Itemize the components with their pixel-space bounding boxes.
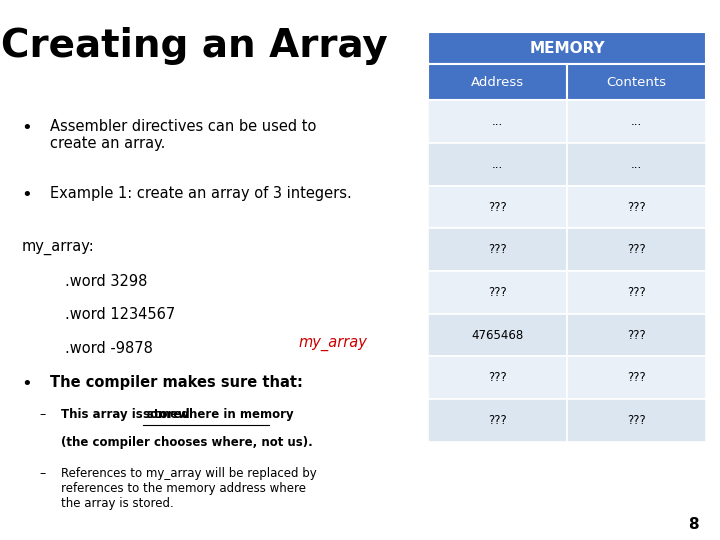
FancyBboxPatch shape xyxy=(567,356,706,399)
FancyBboxPatch shape xyxy=(567,100,706,143)
FancyBboxPatch shape xyxy=(428,271,567,314)
Text: my_array: my_array xyxy=(299,336,368,352)
Text: .word 1234567: .word 1234567 xyxy=(65,307,175,322)
Text: The compiler makes sure that:: The compiler makes sure that: xyxy=(50,375,303,390)
Text: ???: ??? xyxy=(627,200,646,214)
Text: MEMORY: MEMORY xyxy=(529,40,605,56)
Text: ...: ... xyxy=(631,158,642,171)
FancyBboxPatch shape xyxy=(428,399,567,442)
Text: ???: ??? xyxy=(488,286,507,299)
FancyBboxPatch shape xyxy=(428,186,567,228)
Text: •: • xyxy=(22,186,32,204)
FancyBboxPatch shape xyxy=(567,186,706,228)
FancyBboxPatch shape xyxy=(428,356,567,399)
Text: ???: ??? xyxy=(488,371,507,384)
FancyBboxPatch shape xyxy=(567,314,706,356)
Text: Address: Address xyxy=(471,76,524,89)
Text: Creating an Array: Creating an Array xyxy=(1,27,388,65)
FancyBboxPatch shape xyxy=(428,100,567,143)
Text: ???: ??? xyxy=(488,414,507,427)
FancyBboxPatch shape xyxy=(428,32,706,64)
Text: –: – xyxy=(40,408,46,421)
Text: somewhere in memory: somewhere in memory xyxy=(143,408,293,421)
Text: ???: ??? xyxy=(627,243,646,256)
Text: –: – xyxy=(40,467,46,480)
Text: .word -9878: .word -9878 xyxy=(65,341,153,356)
Text: Example 1: create an array of 3 integers.: Example 1: create an array of 3 integers… xyxy=(50,186,352,201)
Text: •: • xyxy=(22,375,32,393)
Text: ???: ??? xyxy=(488,243,507,256)
Text: .word 3298: .word 3298 xyxy=(65,274,147,289)
Text: •: • xyxy=(22,119,32,137)
Text: ???: ??? xyxy=(627,328,646,342)
Text: Assembler directives can be used to
create an array.: Assembler directives can be used to crea… xyxy=(50,119,317,151)
Text: ???: ??? xyxy=(488,200,507,214)
FancyBboxPatch shape xyxy=(567,228,706,271)
FancyBboxPatch shape xyxy=(428,314,567,356)
Text: ???: ??? xyxy=(627,414,646,427)
FancyBboxPatch shape xyxy=(428,228,567,271)
Text: ...: ... xyxy=(492,115,503,129)
Text: ???: ??? xyxy=(627,286,646,299)
FancyBboxPatch shape xyxy=(567,64,706,100)
Text: my_array:: my_array: xyxy=(22,240,94,255)
FancyBboxPatch shape xyxy=(567,143,706,186)
Text: Contents: Contents xyxy=(606,76,666,89)
Text: References to my_array will be replaced by
references to the memory address wher: References to my_array will be replaced … xyxy=(61,467,317,510)
Text: 4765468: 4765468 xyxy=(472,328,524,342)
FancyBboxPatch shape xyxy=(428,64,567,100)
Text: This array is stored: This array is stored xyxy=(61,408,194,421)
Text: ...: ... xyxy=(492,158,503,171)
Text: (the compiler chooses where, not us).: (the compiler chooses where, not us). xyxy=(61,436,313,449)
Text: ...: ... xyxy=(631,115,642,129)
FancyBboxPatch shape xyxy=(567,399,706,442)
FancyBboxPatch shape xyxy=(567,271,706,314)
Text: 8: 8 xyxy=(688,517,698,532)
FancyBboxPatch shape xyxy=(428,143,567,186)
Text: ???: ??? xyxy=(627,371,646,384)
